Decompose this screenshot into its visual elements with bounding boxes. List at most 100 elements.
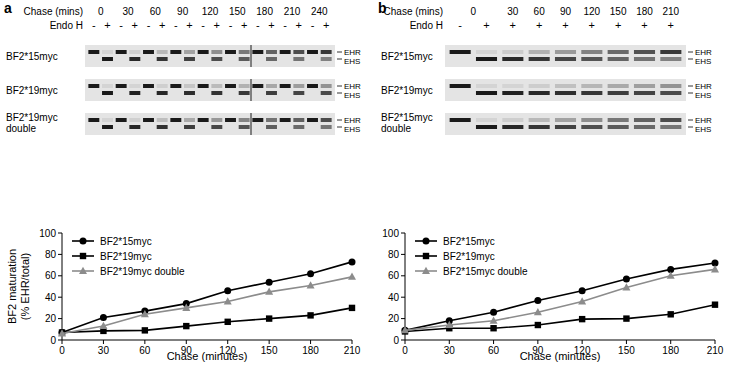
gel-band (502, 118, 523, 122)
gel-band (608, 91, 629, 95)
data-point (307, 270, 314, 277)
series-line (405, 263, 715, 330)
gel-band (634, 84, 655, 88)
gel-band (608, 50, 629, 54)
x-tick (449, 340, 450, 344)
gel-band (129, 84, 140, 88)
y-tick-label: 100 (382, 228, 399, 239)
chase-time: 60 (534, 6, 546, 17)
data-point (623, 315, 629, 321)
chase-time: 30 (507, 6, 519, 17)
gel-band (321, 57, 332, 61)
gel-band (280, 84, 291, 88)
data-point (534, 308, 542, 315)
gel-band (225, 84, 236, 88)
gel-band (184, 118, 195, 122)
legend-label: BF2*15myc double (443, 266, 528, 277)
x-tick-label: 150 (618, 345, 635, 356)
gel-band (581, 91, 602, 95)
endo-sign: + (186, 19, 192, 31)
gel-band (266, 57, 277, 61)
gel-band (266, 84, 277, 88)
endo-sign: + (323, 19, 329, 31)
y-axis (405, 233, 406, 340)
x-tick (405, 340, 406, 344)
gel-band (581, 84, 602, 88)
gel-band (502, 50, 523, 54)
gel-band (502, 57, 523, 61)
gel-band (102, 57, 113, 61)
gel-band (660, 91, 681, 95)
gel-band (476, 84, 497, 88)
band-marker (337, 59, 342, 60)
gel-band (184, 57, 195, 61)
x-tick-label: 150 (261, 345, 278, 356)
gel-band (660, 57, 681, 61)
endo-sign: - (147, 19, 151, 31)
gel-band (102, 50, 113, 54)
gel-band (129, 125, 140, 129)
gel-strip (85, 45, 250, 67)
gel-band (129, 91, 140, 95)
x-tick-label: 180 (302, 345, 319, 356)
gel-band (143, 50, 154, 54)
x-tick-label: 60 (488, 345, 500, 356)
row-label: BF2*19myc (6, 112, 58, 123)
gel-band (211, 118, 222, 122)
x-axis-title: Chase (minutes) (520, 350, 601, 362)
chase-time: 150 (229, 6, 246, 17)
gel-band (634, 91, 655, 95)
legend: BF2*15mycBF2*19mycBF2*15myc double (415, 236, 528, 277)
gel-band (157, 125, 168, 129)
data-point (349, 305, 355, 311)
endo-sign: + (241, 19, 247, 31)
data-point (711, 265, 719, 272)
y-tick (58, 275, 62, 276)
gel-band (634, 118, 655, 122)
chase-time: 150 (610, 6, 627, 17)
y-tick-label: 20 (388, 313, 400, 324)
gel-band (581, 118, 602, 122)
y-tick-label: 80 (388, 249, 400, 260)
endo-sign: + (214, 19, 220, 31)
gel-panel: bChase (mins)Endo H0306090120150180210-+… (378, 0, 712, 135)
gel-band (211, 57, 222, 61)
gel-band (129, 57, 140, 61)
gel-band (88, 84, 99, 88)
plot-area (58, 258, 356, 336)
legend-marker (79, 267, 87, 274)
x-tick (493, 340, 494, 344)
x-axis (405, 340, 715, 341)
x-tick (715, 340, 716, 344)
gel-band (129, 50, 140, 54)
y-tick-label: 40 (45, 292, 57, 303)
data-point (401, 326, 409, 333)
endo-sign: - (458, 19, 462, 31)
data-point (183, 323, 189, 329)
gel-band (660, 118, 681, 122)
gel-band (266, 118, 277, 122)
x-tick (626, 340, 627, 344)
chase-time: 120 (202, 6, 219, 17)
legend-label: BF2*15myc (100, 236, 152, 247)
gel-band (116, 50, 127, 54)
gel-band (239, 91, 250, 95)
gel-band (211, 50, 222, 54)
legend-marker (422, 267, 430, 274)
gel-band (476, 118, 497, 122)
band-marker (688, 86, 693, 87)
data-point (142, 327, 148, 333)
y-tick (58, 233, 62, 234)
gel-band (529, 118, 550, 122)
band-marker (688, 127, 693, 128)
row-label: BF2*19myc (6, 85, 58, 96)
y-tick (58, 340, 62, 341)
gel-band (280, 118, 291, 122)
gel-band (529, 91, 550, 95)
gel-band (157, 84, 168, 88)
band-marker (688, 59, 693, 60)
y-tick-label: 60 (45, 270, 57, 281)
chase-time: 0 (471, 6, 477, 17)
legend-marker (423, 238, 430, 245)
gel-band (184, 50, 195, 54)
